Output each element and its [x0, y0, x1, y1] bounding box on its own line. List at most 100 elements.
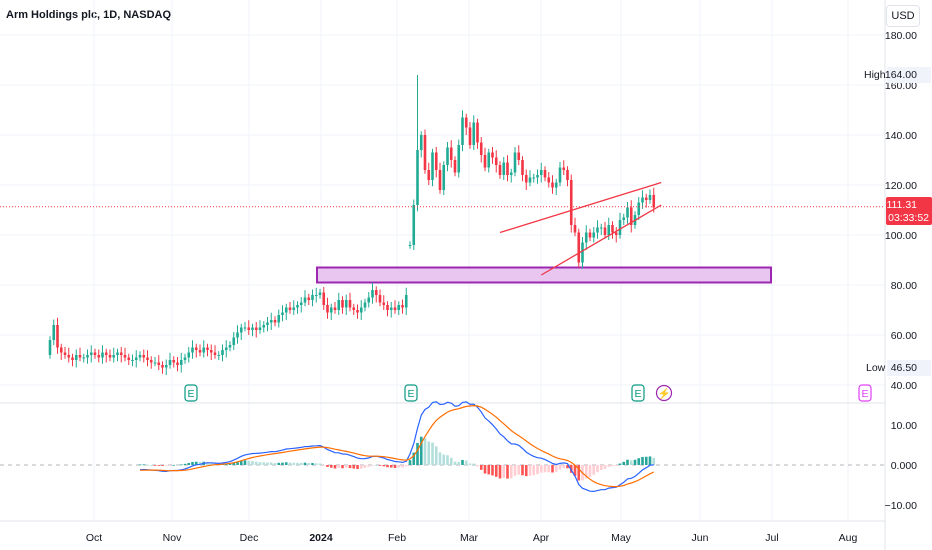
histogram-bar — [633, 459, 637, 465]
candle — [532, 177, 536, 179]
wedge-upper-line[interactable] — [499, 181, 662, 234]
candle — [584, 232, 588, 243]
candle — [341, 300, 344, 308]
histogram-bar — [476, 465, 479, 467]
histogram-bar — [251, 460, 254, 465]
histogram-bar — [303, 462, 307, 465]
histogram-bar — [322, 465, 326, 466]
candle — [254, 327, 258, 330]
candle — [119, 352, 123, 355]
histogram-bar — [588, 465, 592, 477]
histogram-bar — [509, 465, 513, 479]
dividend-marker[interactable] — [655, 384, 673, 402]
candle — [389, 307, 393, 310]
candle — [509, 172, 513, 175]
candle — [626, 207, 629, 218]
candle — [48, 340, 52, 355]
candle — [131, 360, 134, 361]
histogram-bar — [228, 463, 232, 465]
time-tick: Feb — [388, 532, 406, 544]
candle — [528, 177, 532, 183]
histogram-bar — [243, 460, 247, 465]
candle — [232, 337, 236, 345]
histogram-bar — [239, 460, 243, 465]
support-zone-rect[interactable] — [316, 266, 772, 284]
candle — [352, 307, 356, 310]
candle — [386, 305, 389, 310]
histogram-bar — [176, 464, 179, 466]
event-markers: E E E E ⚡ — [184, 384, 872, 402]
candle — [322, 292, 326, 305]
currency-button[interactable]: USD — [886, 5, 920, 27]
histogram-bar — [637, 458, 641, 465]
candle — [543, 170, 547, 178]
candle — [329, 307, 333, 313]
candle — [101, 352, 104, 358]
candle — [416, 150, 419, 205]
histogram-bar — [618, 463, 622, 465]
histogram-bar — [333, 465, 337, 469]
candle — [164, 365, 168, 368]
candle — [502, 162, 506, 175]
candle — [56, 325, 59, 348]
candle — [434, 152, 438, 170]
histogram-bar — [431, 442, 434, 465]
candle — [588, 232, 592, 238]
histogram-bar — [146, 464, 149, 466]
histogram-bar — [562, 465, 566, 469]
candle — [453, 160, 457, 173]
candle — [412, 205, 416, 245]
candle — [408, 245, 412, 246]
histogram-bar — [363, 465, 367, 468]
candle — [551, 182, 554, 188]
histogram-bar — [603, 465, 607, 469]
histogram-bar — [644, 456, 648, 465]
earnings-marker[interactable] — [184, 384, 198, 402]
earnings-marker[interactable] — [404, 384, 418, 402]
candle — [629, 207, 633, 225]
price-tick: 180.00 — [885, 30, 917, 42]
histogram-bar — [449, 457, 453, 465]
candle — [74, 355, 78, 360]
earnings-marker[interactable] — [858, 384, 872, 402]
histogram-bar — [187, 462, 191, 465]
high-value: 164.00 — [885, 69, 917, 81]
candle — [299, 302, 303, 305]
candle — [326, 305, 329, 313]
histogram-bar — [468, 463, 472, 465]
dividend-symbol: ⚡ — [657, 387, 670, 400]
macd-tick: −10.00 — [885, 500, 918, 512]
histogram-bar — [337, 465, 341, 468]
histogram-bar — [614, 465, 618, 466]
histogram-bar — [367, 465, 371, 467]
wedge-lower-line[interactable] — [540, 204, 662, 276]
candle — [521, 160, 524, 175]
candle — [247, 327, 251, 330]
candle — [404, 295, 408, 308]
candle — [524, 175, 528, 183]
histogram-bar — [258, 462, 262, 465]
candle — [442, 165, 446, 190]
candle — [603, 227, 607, 235]
histogram-bar — [641, 456, 644, 465]
histogram-bar — [326, 465, 329, 467]
candle — [52, 325, 56, 340]
candle — [281, 312, 284, 315]
histogram-bar — [622, 461, 626, 465]
last-price-badge — [886, 197, 932, 225]
candle — [108, 355, 112, 358]
candle — [63, 352, 67, 355]
earnings-marker[interactable] — [631, 384, 645, 402]
candle — [397, 305, 401, 310]
candle — [134, 357, 138, 360]
histogram-bar — [247, 460, 251, 465]
candle — [468, 127, 472, 145]
histogram-bar — [607, 465, 611, 467]
histogram-bar — [479, 465, 483, 470]
candle — [318, 292, 322, 295]
candle — [446, 147, 449, 165]
candle — [146, 357, 149, 360]
candle — [138, 355, 142, 358]
